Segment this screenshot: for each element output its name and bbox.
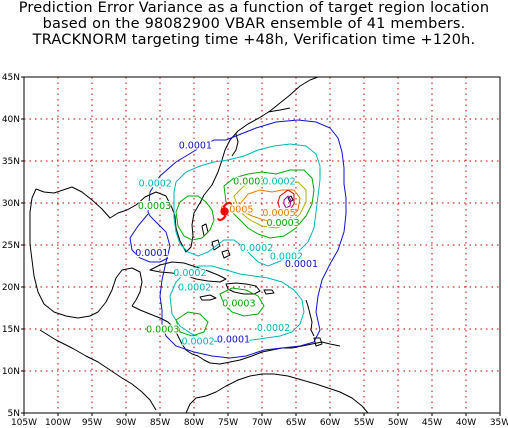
contour-label: 0.0002 [139, 178, 172, 189]
map-title: Prediction Error Variance as a function … [0, 0, 508, 48]
contour-label: 0.0002 [270, 251, 303, 262]
contour-label-bg [240, 243, 273, 253]
lon-tick-label: 100W [45, 418, 71, 428]
contour-label-bg [217, 334, 250, 344]
contour-label-bg [257, 322, 290, 332]
island-bermuda [287, 195, 294, 203]
contour-label-bg [222, 298, 255, 308]
variance-contours [129, 119, 347, 359]
contour-0003-d [175, 311, 209, 337]
longitude-tick-labels: 105W 100W 95W 90W 85W 80W 75W 70W 65W 60W 55W 50W 45… [11, 413, 508, 428]
contour-label: 0.0002 [181, 336, 214, 347]
contour-label: 0.0002 [240, 243, 273, 254]
lat-tick-label: 35N [2, 157, 20, 167]
contour-0003-a [175, 195, 215, 241]
contour-label: 0.0003 [233, 177, 266, 188]
lon-tick-label: 85W [150, 418, 170, 428]
lat-tick-label: 45N [2, 73, 20, 83]
contour-label: 0.0005 [220, 204, 253, 215]
coastlines [29, 77, 369, 413]
contour-label-bg [263, 176, 295, 186]
hurricane-arm-top [222, 201, 232, 208]
island-hispaniola [225, 282, 261, 295]
hurricane-arm-bottom [217, 214, 227, 222]
contour-label: 0.0001 [179, 141, 212, 152]
lat-tick-label: 40N [2, 115, 20, 125]
lon-tick-label: 55W [354, 418, 374, 428]
coast-mexico-east [29, 188, 99, 319]
latitude-tick-labels: 5N 10N 15N 20N 25N 30N 35N 40N 45N [2, 73, 24, 419]
contour-label-bg [178, 282, 211, 292]
lat-tick-label: 25N [2, 241, 20, 251]
hurricane-icon [217, 201, 232, 222]
contour-label: 0.0001 [285, 259, 318, 270]
contour-label-bg [179, 140, 212, 150]
coast-long-island [267, 107, 291, 113]
lat-tick-label: 20N [2, 283, 20, 293]
contour-label: 0.0003 [146, 325, 179, 336]
lat-tick-label: 30N [2, 199, 20, 209]
contour-label: 0.0002 [262, 177, 295, 188]
contour-label-bg [146, 324, 179, 334]
contour-0007 [283, 195, 292, 209]
contour-label-bg [173, 268, 206, 278]
contour-label: 0.0002 [257, 323, 290, 334]
lesser-antilles [305, 299, 315, 337]
contour-label: 0.0002 [173, 268, 206, 279]
contour-label: 0.0005 [262, 208, 295, 219]
lon-tick-label: 95W [82, 418, 102, 428]
contour-label: 0.0003 [138, 201, 171, 212]
title-line-1: Prediction Error Variance as a function … [18, 0, 490, 16]
contour-label-bg [263, 207, 295, 217]
lon-tick-label: 80W [184, 418, 204, 428]
contour-label: 0.0003 [266, 218, 299, 229]
coast-south-america-north [185, 373, 369, 413]
coast-north-america [35, 77, 319, 253]
contour-0003-c [219, 287, 265, 317]
contour-label: 0.0001 [217, 335, 250, 346]
lat-tick-label: 15N [2, 325, 20, 335]
title-line-3: TRACKNORM targeting time +48h, Verificat… [32, 32, 476, 48]
contour-0005 [239, 189, 301, 223]
lon-tick-label: 75W [218, 418, 238, 428]
lat-tick-label: 10N [2, 367, 20, 377]
contour-0003-b [223, 169, 315, 239]
island-bahamas-2 [211, 239, 221, 251]
lon-tick-label: 35W [490, 418, 508, 428]
coast-yucatan [97, 267, 143, 313]
contour-label-bg [285, 259, 318, 268]
contour-label-bg [233, 176, 266, 186]
lon-tick-label: 40W [456, 418, 476, 428]
lon-tick-label: 60W [320, 418, 340, 428]
island-bahamas-3 [221, 249, 231, 259]
contour-label: 0.0001 [135, 248, 168, 259]
contour-label: 0.0002 [178, 283, 211, 294]
island-jamaica [199, 294, 217, 301]
contour-label-bg [182, 336, 215, 346]
contour-label-bg [135, 248, 168, 258]
contour-label-bg [270, 251, 303, 261]
lat-tick-label: 5N [8, 409, 20, 419]
lon-tick-label: 45W [422, 418, 442, 428]
contour-label: 0.0003 [222, 298, 255, 309]
lon-tick-label: 65W [286, 418, 306, 428]
contour-label-bg [220, 204, 253, 214]
island-trinidad [313, 337, 323, 347]
coast-chesapeake [231, 133, 239, 157]
lon-tick-label: 90W [116, 418, 136, 428]
island-puerto-rico [263, 289, 275, 295]
lon-tick-label: 50W [388, 418, 408, 428]
island-bahamas-1 [201, 223, 209, 237]
hurricane-eye [220, 207, 229, 216]
coast-pacific-central-america [39, 329, 157, 411]
lon-tick-label: 105W [11, 418, 37, 428]
contour-label-bg [138, 201, 171, 211]
contour-label-bg [139, 178, 172, 188]
contour-label-bg [267, 217, 300, 227]
title-line-2: based on the 98082900 VBAR ensemble of 4… [42, 16, 466, 32]
contour-0001-outer [147, 119, 347, 359]
lon-tick-label: 70W [252, 418, 272, 428]
